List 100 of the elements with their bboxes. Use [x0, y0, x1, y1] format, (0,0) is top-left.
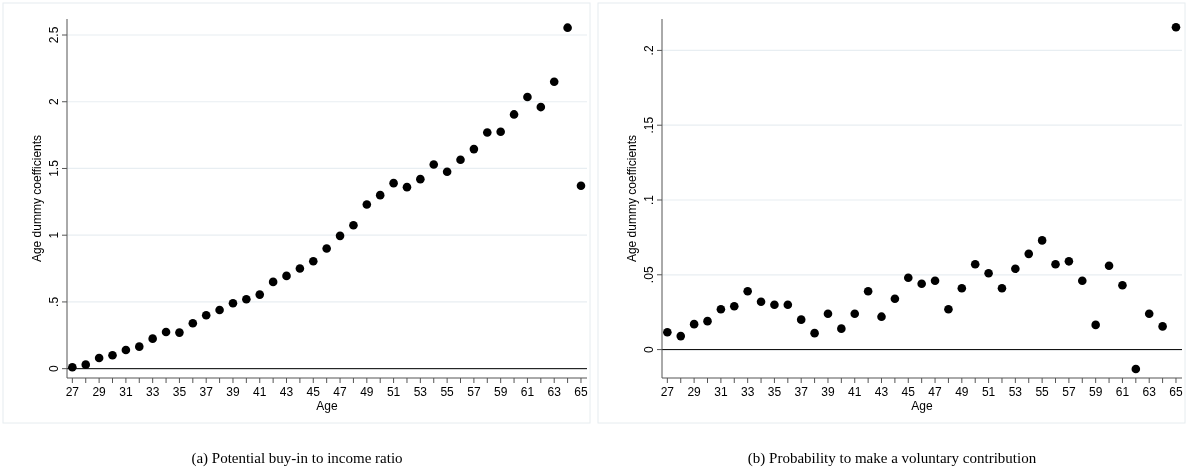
- point: [1158, 322, 1167, 331]
- point: [890, 294, 900, 304]
- text: (b) Probability to make a voluntary contribution: [747, 450, 1037, 467]
- point: [1037, 236, 1047, 245]
- point: [796, 315, 806, 324]
- x-tick-label: 55: [1035, 385, 1050, 399]
- point: [1011, 264, 1020, 274]
- point: [576, 181, 586, 191]
- x-tick-label: 61: [520, 385, 535, 399]
- x-tick-label: 35: [767, 385, 782, 399]
- point: [1024, 249, 1034, 259]
- y-tick-label: .2: [642, 45, 656, 56]
- y-tick-label: 1.5: [47, 159, 61, 177]
- x-tick-label: 63: [547, 385, 562, 399]
- point: [743, 286, 752, 296]
- x-tick-label: 43: [279, 385, 294, 399]
- point: [308, 256, 318, 266]
- point: [188, 318, 198, 328]
- point: [442, 167, 452, 177]
- point: [482, 128, 492, 137]
- x-tick-label: 45: [306, 385, 321, 399]
- x-tick-label: 53: [1008, 385, 1023, 399]
- x-tick-label: 47: [333, 385, 348, 399]
- point: [549, 77, 559, 87]
- y-axis-title: Age dummy coefficients: [625, 134, 639, 263]
- point: [496, 127, 505, 137]
- point: [416, 174, 425, 184]
- point: [1118, 280, 1127, 290]
- x-tick-label: 53: [413, 385, 428, 399]
- point: [228, 298, 238, 308]
- point: [770, 300, 779, 309]
- x-tick-label: 39: [821, 385, 835, 399]
- point: [823, 309, 833, 318]
- y-tick-label: .15: [642, 116, 656, 134]
- x-tick-label: 37: [794, 385, 809, 399]
- x-tick-label: 43: [874, 385, 889, 399]
- point: [509, 110, 519, 119]
- point: [837, 324, 846, 333]
- point: [322, 244, 331, 253]
- point: [161, 327, 171, 337]
- x-tick-label: 49: [360, 385, 374, 399]
- point: [676, 331, 686, 341]
- point: [81, 360, 91, 369]
- point: [850, 309, 860, 318]
- point: [469, 144, 479, 154]
- x-tick-label: 49: [955, 385, 969, 399]
- point: [703, 316, 712, 326]
- point: [201, 310, 211, 320]
- x-tick-label: 61: [1115, 385, 1130, 399]
- point: [689, 319, 699, 329]
- y-tick-label: .5: [47, 296, 61, 307]
- point: [134, 342, 144, 351]
- point: [402, 182, 412, 192]
- x-tick-label: 35: [172, 385, 187, 399]
- point: [984, 269, 993, 278]
- x-tick-label: 51: [386, 385, 401, 399]
- point: [877, 312, 886, 321]
- point: [957, 283, 967, 293]
- x-tick-label: 47: [928, 385, 943, 399]
- point: [389, 178, 398, 188]
- point: [1104, 261, 1114, 271]
- x-tick-label: 33: [740, 385, 755, 399]
- y-axis-title: Age dummy coefficients: [30, 134, 44, 263]
- point: [94, 353, 104, 363]
- x-tick-label: 57: [1062, 385, 1076, 399]
- x-tick-label: 41: [848, 385, 862, 399]
- point: [783, 300, 793, 309]
- point: [429, 160, 439, 169]
- x-tick-label: 59: [493, 385, 508, 399]
- x-axis-title: Age: [316, 399, 338, 413]
- x-tick-label: 45: [901, 385, 916, 399]
- y-tick-label: 0: [47, 365, 61, 372]
- point: [68, 363, 77, 372]
- x-tick-label: 37: [199, 385, 214, 399]
- point: [282, 271, 291, 281]
- point: [1131, 364, 1141, 374]
- point: [456, 155, 465, 165]
- text: (a) Potential buy-in to income ratio: [191, 450, 403, 467]
- point: [175, 328, 184, 337]
- x-tick-label: 57: [467, 385, 481, 399]
- point: [335, 231, 345, 241]
- point: [362, 200, 372, 209]
- point: [863, 286, 873, 296]
- point: [536, 102, 546, 112]
- point: [295, 264, 305, 273]
- point: [716, 304, 726, 314]
- x-tick-label: 31: [714, 385, 728, 399]
- x-tick-label: 39: [226, 385, 240, 399]
- x-tick-label: 63: [1142, 385, 1157, 399]
- point: [215, 305, 224, 315]
- point: [1091, 320, 1100, 330]
- point: [1051, 260, 1060, 269]
- y-tick-label: 0: [642, 345, 656, 353]
- point: [1144, 309, 1154, 318]
- y-tick-label: 2.5: [47, 26, 61, 44]
- point: [121, 345, 131, 355]
- point: [729, 301, 739, 311]
- point: [1077, 276, 1087, 286]
- y-tick-label: 2: [47, 98, 61, 106]
- y-tick-label: .1: [642, 194, 656, 205]
